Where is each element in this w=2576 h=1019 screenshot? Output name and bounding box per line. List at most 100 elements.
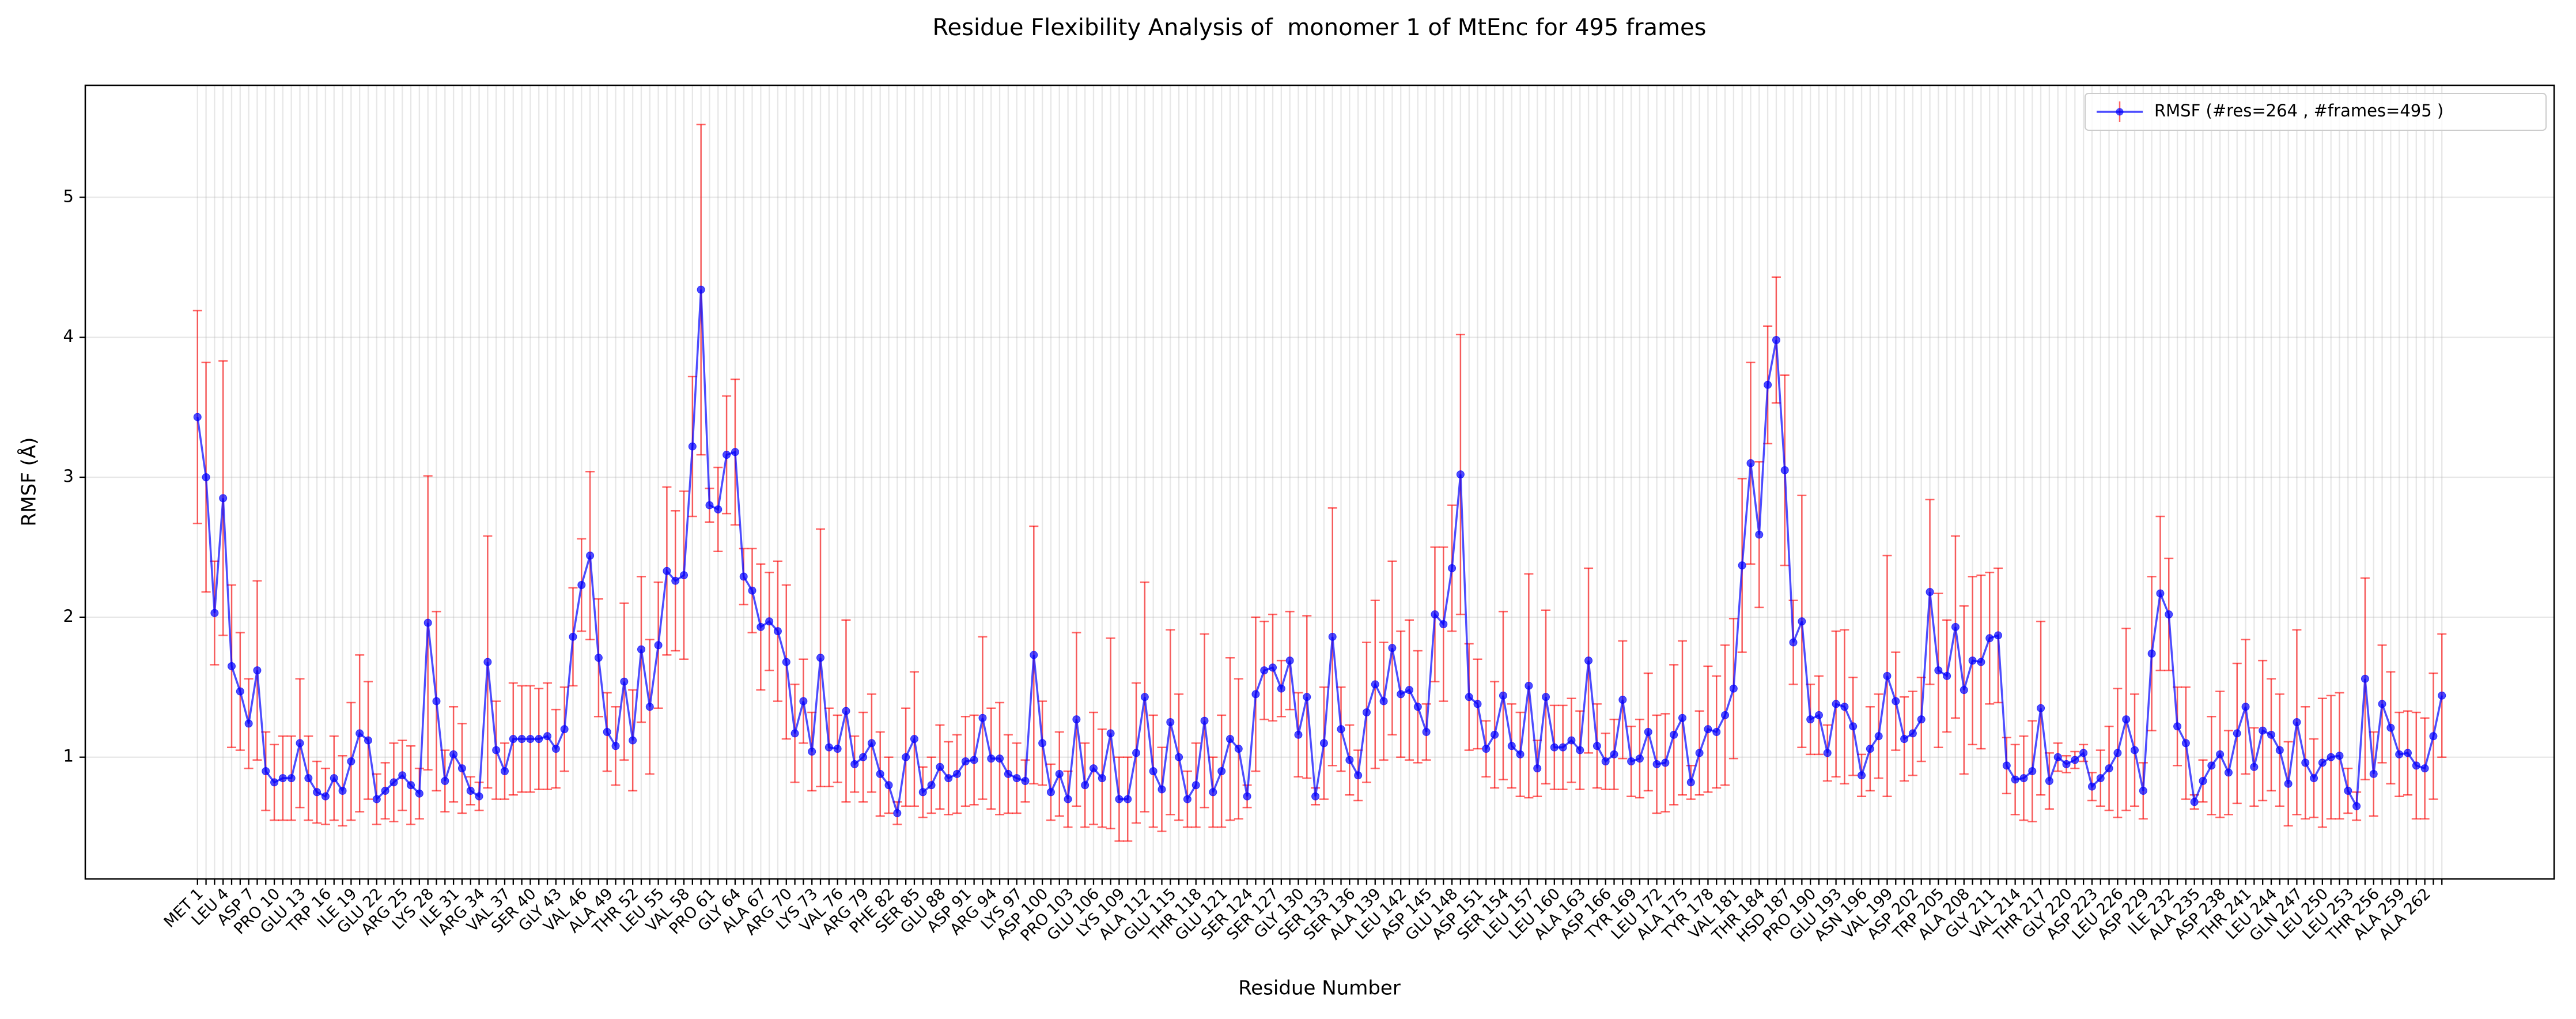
data-point	[2267, 730, 2275, 739]
data-point	[1175, 753, 1183, 761]
data-point	[1960, 686, 1968, 695]
data-point	[2096, 774, 2105, 783]
data-point	[1576, 746, 1584, 754]
data-point	[1635, 754, 1644, 763]
data-point	[1943, 671, 1951, 680]
data-point	[799, 697, 808, 705]
data-point	[2395, 750, 2404, 758]
data-point	[2224, 768, 2233, 777]
data-point	[1866, 745, 1874, 753]
data-point	[2199, 777, 2207, 785]
data-point	[790, 729, 799, 738]
data-point	[1610, 750, 1618, 758]
data-point	[1405, 686, 1414, 695]
data-point	[2173, 722, 2182, 731]
data-point	[1926, 588, 1934, 597]
data-point	[1559, 743, 1567, 752]
data-point	[1712, 728, 1721, 736]
data-point	[1055, 769, 1064, 778]
data-point	[1499, 691, 1507, 700]
data-point	[996, 754, 1004, 763]
data-point	[2378, 700, 2386, 708]
data-point	[1746, 459, 1755, 467]
data-point	[2241, 703, 2250, 711]
data-point	[1832, 700, 1840, 708]
data-point	[1678, 714, 1686, 722]
data-point	[543, 732, 552, 741]
data-point	[321, 792, 330, 801]
data-point	[1670, 730, 1678, 739]
data-point	[1012, 774, 1021, 783]
data-point	[517, 735, 526, 744]
chart-title: Residue Flexibility Analysis of monomer …	[933, 14, 1707, 41]
legend-box	[2085, 93, 2547, 131]
data-point	[654, 641, 663, 650]
data-point	[1592, 742, 1601, 750]
data-point	[714, 505, 723, 514]
data-point	[1064, 795, 1072, 803]
data-point	[1823, 749, 1832, 757]
data-point	[1243, 792, 1251, 801]
data-point	[2053, 753, 2062, 761]
data-point	[1397, 690, 1405, 699]
data-point	[987, 754, 996, 763]
data-point	[893, 809, 902, 817]
data-point	[432, 697, 441, 705]
data-point	[1106, 729, 1115, 738]
legend-label: RMSF (#res=264 , #frames=495 )	[2154, 101, 2443, 120]
data-point	[1772, 336, 1780, 344]
data-point	[1507, 742, 1516, 750]
data-point	[1661, 758, 1670, 767]
data-point	[1704, 725, 1712, 734]
data-point	[1908, 729, 1917, 738]
data-point	[1951, 622, 1960, 631]
data-point	[330, 774, 338, 783]
data-point	[824, 743, 833, 752]
data-point	[1251, 690, 1260, 699]
data-point	[1977, 658, 1985, 666]
data-point	[1764, 380, 1772, 389]
data-point	[2352, 802, 2361, 810]
data-point	[705, 501, 714, 509]
data-point	[970, 756, 978, 764]
data-point	[927, 781, 936, 790]
data-point	[1234, 745, 1243, 753]
data-point	[2250, 763, 2259, 771]
data-point	[2412, 761, 2420, 770]
data-point	[381, 787, 389, 795]
data-point	[1183, 795, 1191, 803]
data-point	[535, 735, 543, 744]
data-point	[1132, 749, 1141, 757]
data-point	[1345, 756, 1354, 764]
data-point	[603, 728, 611, 736]
data-point	[773, 627, 782, 636]
data-point	[1729, 684, 1738, 693]
data-point	[1431, 610, 1439, 618]
data-point	[1456, 470, 1465, 479]
data-point	[1030, 651, 1038, 659]
data-point	[338, 787, 347, 795]
data-point	[202, 473, 210, 481]
data-point	[1874, 732, 1883, 741]
data-point	[2420, 764, 2429, 773]
data-point	[765, 617, 774, 626]
data-point	[1328, 632, 1337, 641]
data-point	[449, 750, 458, 758]
data-point	[1686, 778, 1695, 787]
data-point	[1260, 666, 1269, 675]
data-point	[364, 736, 373, 745]
data-point	[944, 774, 953, 783]
data-point	[2156, 589, 2165, 598]
data-point	[1482, 745, 1491, 753]
data-point	[2028, 767, 2037, 775]
data-point	[236, 687, 244, 696]
data-point	[1780, 466, 1789, 474]
data-point	[1858, 771, 1866, 780]
y-tick-label: 1	[63, 746, 74, 766]
data-point	[1525, 681, 1533, 690]
data-point	[1473, 700, 1482, 708]
data-point	[739, 572, 748, 581]
data-point	[1985, 634, 1994, 643]
data-point	[2045, 777, 2053, 785]
data-point	[1601, 757, 1610, 765]
